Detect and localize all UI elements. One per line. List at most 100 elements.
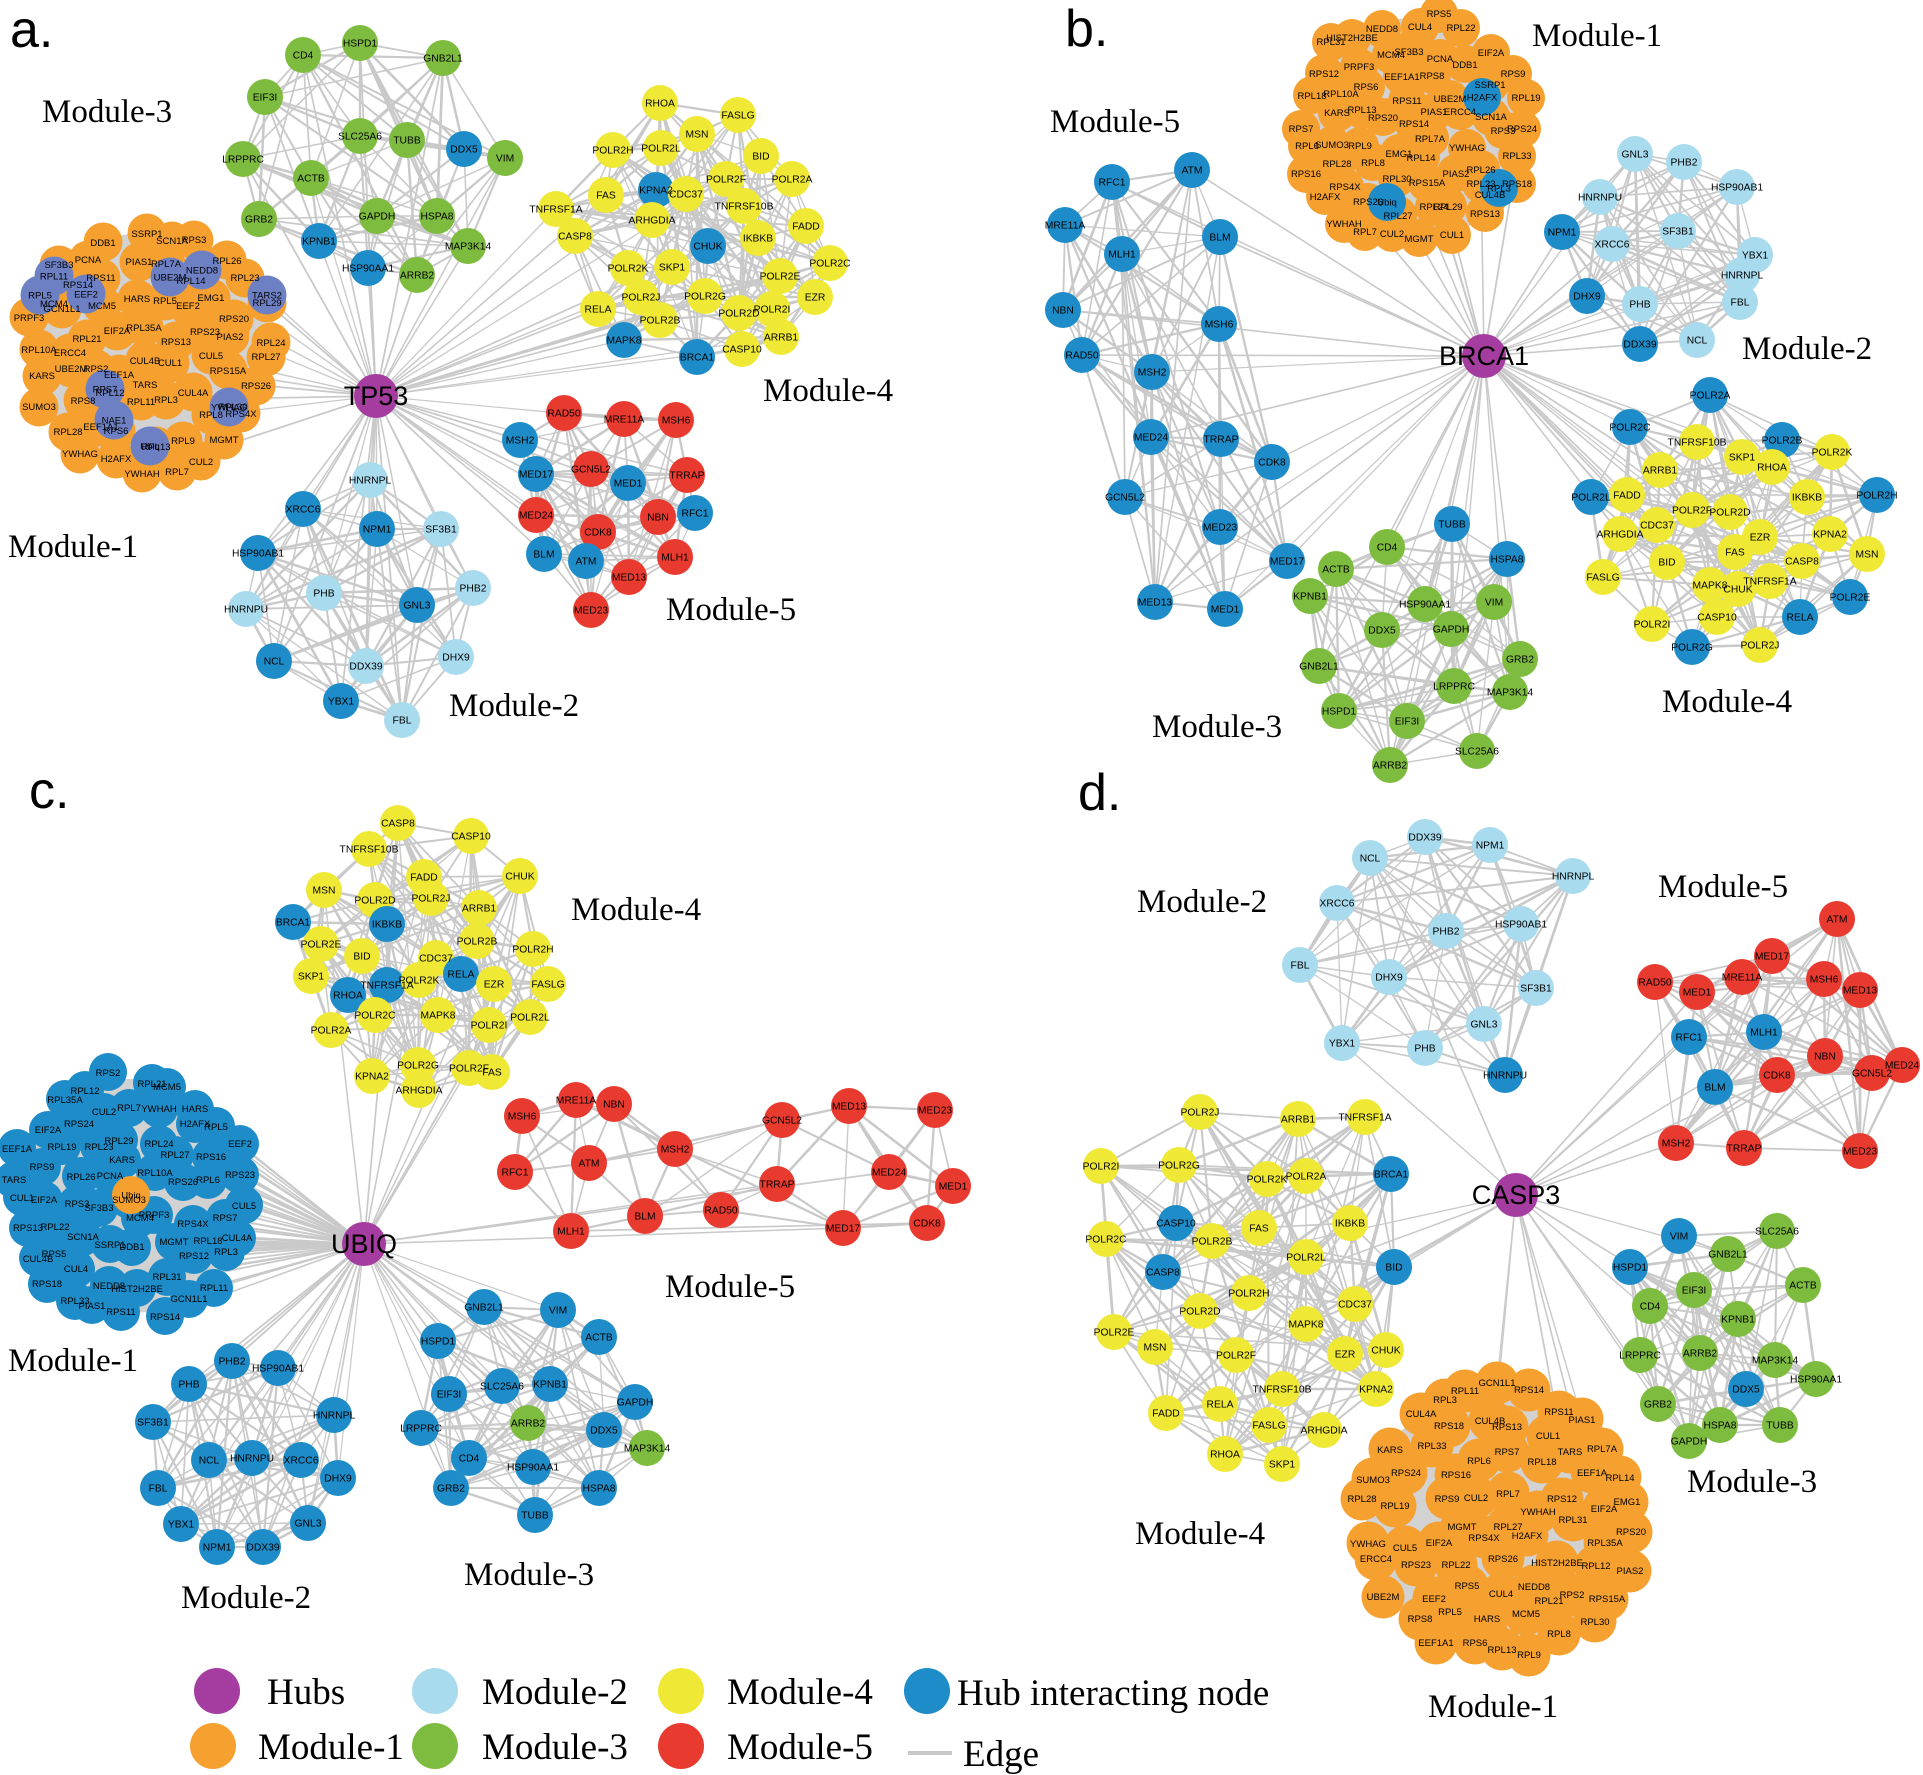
svg-text:MED1: MED1 xyxy=(1683,987,1712,998)
svg-text:CUL2: CUL2 xyxy=(92,1107,116,1118)
svg-text:MED23: MED23 xyxy=(1843,1146,1878,1157)
svg-text:FAS: FAS xyxy=(596,190,616,201)
svg-text:DDX39: DDX39 xyxy=(1408,832,1441,843)
svg-text:GNL3: GNL3 xyxy=(1471,1019,1498,1030)
svg-text:PIAS2: PIAS2 xyxy=(1443,169,1470,180)
svg-text:YWHAH: YWHAH xyxy=(124,469,160,480)
svg-text:RPS26: RPS26 xyxy=(1353,197,1383,208)
svg-text:FASLG: FASLG xyxy=(1252,1420,1285,1431)
svg-text:RPS8: RPS8 xyxy=(71,396,96,407)
svg-text:RHOA: RHOA xyxy=(1210,1449,1240,1460)
svg-text:POLR2C: POLR2C xyxy=(809,258,851,269)
svg-text:POLR2H: POLR2H xyxy=(1228,1288,1269,1299)
svg-text:RPL10A: RPL10A xyxy=(1323,89,1359,100)
svg-text:RPS2: RPS2 xyxy=(1560,1590,1585,1601)
svg-text:BRCA1: BRCA1 xyxy=(1439,341,1529,371)
svg-text:RPS6: RPS6 xyxy=(1354,82,1379,93)
svg-text:VIM: VIM xyxy=(1670,1231,1688,1242)
svg-text:RPS11: RPS11 xyxy=(86,273,115,284)
svg-text:POLR2C: POLR2C xyxy=(1085,1234,1127,1245)
svg-text:RPL3: RPL3 xyxy=(1433,1395,1457,1406)
svg-text:EIF3I: EIF3I xyxy=(437,1389,462,1400)
svg-text:MGMT: MGMT xyxy=(159,1237,188,1248)
svg-text:HNRNPL: HNRNPL xyxy=(1721,270,1764,281)
svg-text:Module-1: Module-1 xyxy=(1428,1689,1558,1725)
svg-text:CUL1: CUL1 xyxy=(1440,230,1464,241)
svg-text:RPL9: RPL9 xyxy=(1348,141,1372,152)
svg-text:YBX1: YBX1 xyxy=(1742,250,1769,261)
svg-text:Module-3: Module-3 xyxy=(1687,1464,1817,1500)
svg-text:HSPA8: HSPA8 xyxy=(1490,554,1523,565)
svg-text:FBL: FBL xyxy=(1291,960,1310,971)
svg-text:VIM: VIM xyxy=(549,1305,567,1316)
svg-text:ACTB: ACTB xyxy=(297,173,325,184)
svg-text:NPM1: NPM1 xyxy=(363,524,392,535)
svg-text:NBN: NBN xyxy=(1052,305,1074,316)
svg-text:LRPPRC: LRPPRC xyxy=(1433,681,1475,692)
svg-text:GCN1L1: GCN1L1 xyxy=(1479,1378,1516,1389)
svg-text:CUL2: CUL2 xyxy=(1380,229,1404,240)
svg-text:CASP8: CASP8 xyxy=(1785,556,1819,567)
svg-text:EIF2A: EIF2A xyxy=(1478,48,1505,59)
svg-text:RPS20: RPS20 xyxy=(1368,113,1398,124)
svg-text:RPL6: RPL6 xyxy=(196,1175,220,1186)
svg-text:KARS: KARS xyxy=(29,371,55,382)
svg-text:PHB2: PHB2 xyxy=(1671,157,1698,168)
svg-text:POLR2F: POLR2F xyxy=(1216,1350,1256,1361)
svg-text:EMG1: EMG1 xyxy=(1614,1497,1641,1508)
svg-text:RPS7: RPS7 xyxy=(93,384,118,395)
svg-text:CDK8: CDK8 xyxy=(1763,1070,1791,1081)
svg-text:RPL30: RPL30 xyxy=(218,402,247,413)
svg-text:EEF1A1: EEF1A1 xyxy=(1384,72,1419,83)
svg-text:POLR2F: POLR2F xyxy=(1672,505,1712,516)
svg-text:MLH1: MLH1 xyxy=(557,1226,585,1237)
svg-text:MED24: MED24 xyxy=(519,510,554,521)
svg-text:EIF3I: EIF3I xyxy=(1395,716,1420,727)
svg-text:RPL21: RPL21 xyxy=(137,1079,166,1090)
svg-text:RPL23: RPL23 xyxy=(230,273,259,284)
svg-text:RPL29: RPL29 xyxy=(1433,202,1462,213)
svg-text:PHB: PHB xyxy=(178,1379,199,1390)
svg-text:POLR2G: POLR2G xyxy=(1671,642,1713,653)
svg-text:RPL12: RPL12 xyxy=(1581,1561,1610,1572)
svg-text:GRB2: GRB2 xyxy=(245,214,273,225)
svg-text:RHOA: RHOA xyxy=(333,990,363,1001)
svg-text:EEF2: EEF2 xyxy=(74,289,98,300)
svg-text:RPL28: RPL28 xyxy=(1322,159,1351,170)
svg-text:RPS26: RPS26 xyxy=(168,1177,198,1188)
svg-text:POLR2D: POLR2D xyxy=(1709,507,1750,518)
svg-text:CUL4B: CUL4B xyxy=(1475,1416,1506,1427)
svg-text:BID: BID xyxy=(1658,557,1675,568)
svg-text:RPL10A: RPL10A xyxy=(21,345,57,356)
svg-text:SSRP1: SSRP1 xyxy=(94,1240,125,1251)
svg-text:HSPA8: HSPA8 xyxy=(420,211,453,222)
svg-text:HSP90AA1: HSP90AA1 xyxy=(507,1462,559,1473)
svg-text:RPL26: RPL26 xyxy=(212,256,241,267)
svg-text:POLR2G: POLR2G xyxy=(684,291,726,302)
svg-text:ARHGDIA: ARHGDIA xyxy=(396,1085,443,1096)
svg-text:Ubiq: Ubiq xyxy=(1377,197,1397,208)
svg-text:MAPK8: MAPK8 xyxy=(1289,1319,1324,1330)
svg-text:RPL27: RPL27 xyxy=(1493,1522,1522,1533)
svg-text:RPL8: RPL8 xyxy=(1361,158,1385,169)
svg-text:RPL5: RPL5 xyxy=(1438,1607,1462,1618)
svg-text:Module-3: Module-3 xyxy=(482,1727,628,1768)
svg-text:RPS9: RPS9 xyxy=(30,1162,55,1173)
svg-text:CDK8: CDK8 xyxy=(913,1218,941,1229)
svg-text:Module-4: Module-4 xyxy=(571,892,701,928)
svg-text:EEF1A: EEF1A xyxy=(2,1144,33,1155)
svg-text:HIST2H2BE: HIST2H2BE xyxy=(1326,33,1378,44)
svg-text:PHB: PHB xyxy=(1629,299,1650,310)
svg-text:NEDD8: NEDD8 xyxy=(93,1281,125,1292)
svg-text:RPL19: RPL19 xyxy=(47,1142,76,1153)
svg-text:RHOA: RHOA xyxy=(1757,462,1787,473)
svg-text:POLR2L: POLR2L xyxy=(641,143,681,154)
svg-text:H2AFX: H2AFX xyxy=(1310,192,1341,203)
svg-text:HSPD1: HSPD1 xyxy=(1322,706,1357,717)
svg-text:FAS: FAS xyxy=(1725,547,1745,558)
svg-text:DDX39: DDX39 xyxy=(349,661,382,672)
svg-text:PHB2: PHB2 xyxy=(219,1356,246,1367)
svg-text:Hub interacting node: Hub interacting node xyxy=(957,1673,1269,1714)
svg-text:DDB1: DDB1 xyxy=(119,1242,144,1253)
svg-text:RPL7A: RPL7A xyxy=(151,259,182,270)
